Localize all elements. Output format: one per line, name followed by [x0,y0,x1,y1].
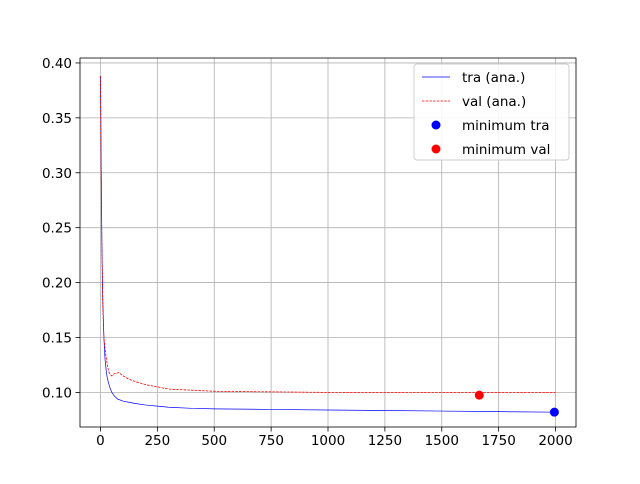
legend-label: minimum tra [462,118,549,134]
y-tick-label: 0.10 [42,385,72,401]
x-tick-label: 250 [144,433,170,449]
x-tick-label: 1500 [425,433,459,449]
legend-label: tra (ana.) [462,70,525,86]
legend: tra (ana.) val (ana.) minimum tra minimum v… [413,63,570,161]
x-tick-label: 500 [201,433,227,449]
x-tick-label: 1000 [311,433,345,449]
legend-entry: minimum val [431,142,550,158]
x-tick-label: 2000 [538,433,572,449]
x-tick-label: 1250 [368,433,402,449]
y-tick-label: 0.15 [42,330,72,346]
tick-layer: 0 250 500 750 1000 1250 1500 1750 2000 0.10 0.15 0.… [42,56,573,449]
legend-marker [431,144,441,154]
y-tick-label: 0.30 [42,166,72,182]
legend-entry: tra (ana.) [422,70,525,86]
x-tick-label: 750 [258,433,284,449]
legend-entry: minimum tra [431,118,549,134]
legend-entry: val (ana.) [422,94,526,110]
y-tick-label: 0.20 [42,276,72,292]
grid [80,58,576,427]
y-tick-label: 0.25 [42,221,72,237]
marker-minimum-tra [549,407,559,417]
x-tick-label: 1750 [481,433,515,449]
legend-label: val (ana.) [462,94,526,110]
legend-frame [413,63,570,161]
y-tick-label: 0.35 [42,111,72,127]
y-tick-label: 0.40 [42,56,72,72]
legend-marker [431,120,441,130]
marker-minimum-val [474,390,484,400]
series-layer [100,76,559,417]
legend-label: minimum val [462,142,550,158]
series-line-1 [100,76,556,393]
x-tick-label: 0 [96,433,105,449]
